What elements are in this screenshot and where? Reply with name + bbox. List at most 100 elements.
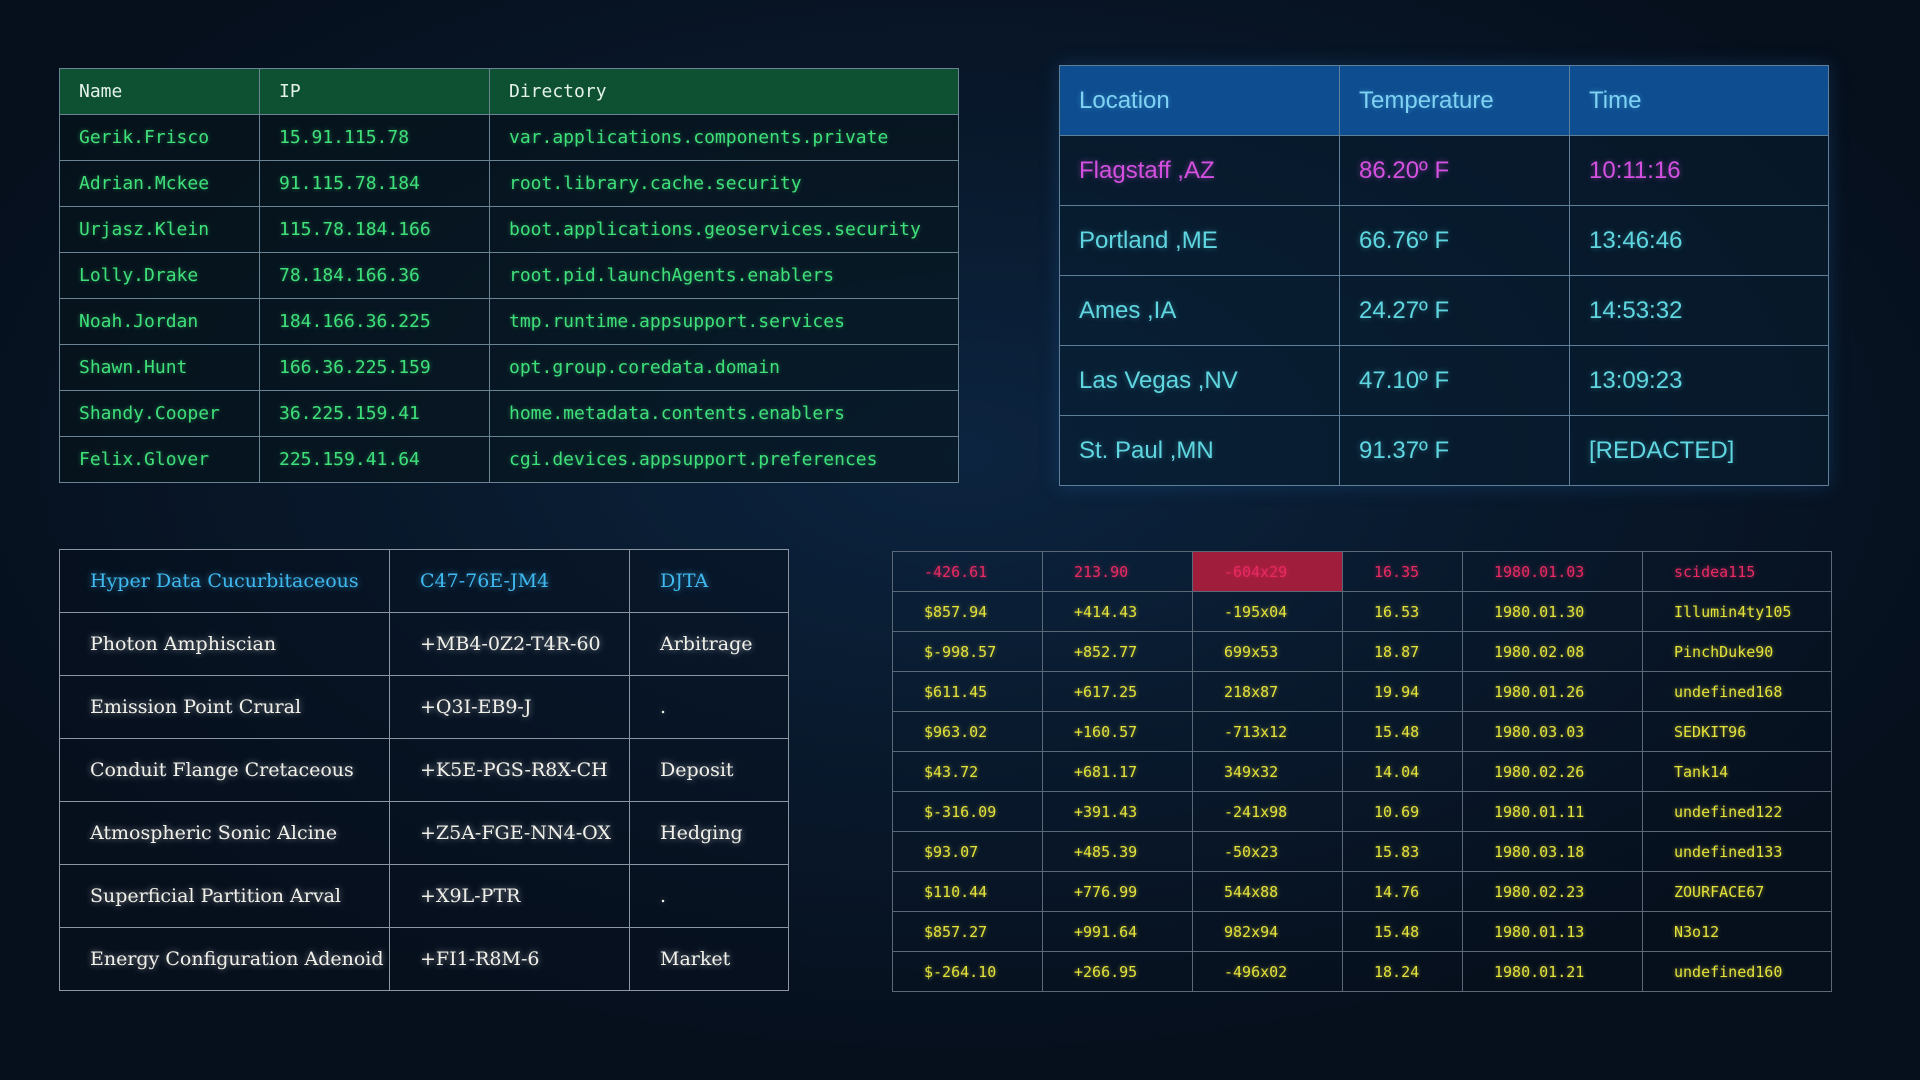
users-table: Name IP Directory Gerik.Frisco 15.91.115.…	[59, 68, 959, 483]
table-row: $-316.09 +391.43 -241x98 10.69 1980.01.11 und…	[892, 791, 1832, 832]
date-cell: 1980.01.26	[1462, 671, 1643, 712]
date-cell: 1980.01.30	[1462, 591, 1643, 632]
amount-cell: $-264.10	[892, 951, 1043, 992]
dimension-cell: -50x23	[1192, 831, 1343, 872]
user-name-cell: Shawn.Hunt	[59, 344, 260, 391]
table-row: Energy Configuration Adenoid +FI1-R8M-6 Ma…	[59, 927, 789, 991]
date-cell: 1980.03.03	[1462, 711, 1643, 752]
user-directory-cell: opt.group.coredata.domain	[489, 344, 959, 391]
type-cell: Market	[629, 927, 789, 991]
table-row: $963.02 +160.57 -713x12 15.48 1980.03.03 SEDK…	[892, 711, 1832, 752]
dimension-cell: -713x12	[1192, 711, 1343, 752]
term-cell: Conduit Flange Cretaceous	[59, 738, 390, 802]
time-cell: 10:11:16	[1569, 135, 1829, 206]
date-cell: 1980.01.13	[1462, 911, 1643, 952]
handle-cell: N3o12	[1642, 911, 1832, 952]
dimension-cell: 349x32	[1192, 751, 1343, 792]
header-cell-directory: Directory	[489, 68, 959, 115]
rate-cell: 18.87	[1342, 631, 1463, 672]
header-cell-time: Time	[1569, 65, 1829, 136]
handle-cell: ZOURFACE67	[1642, 871, 1832, 912]
table-row: $110.44 +776.99 544x88 14.76 1980.02.23 ZOURF…	[892, 871, 1832, 912]
rate-cell: 15.48	[1342, 711, 1463, 752]
table-header-row: Location Temperature Time	[1059, 65, 1829, 136]
table-row: Urjasz.Klein 115.78.184.166 boot.applicati…	[59, 206, 959, 253]
rate-cell: 14.76	[1342, 871, 1463, 912]
code-cell: +K5E-PGS-R8X-CH	[389, 738, 630, 802]
table-row: Adrian.Mckee 91.115.78.184 root.library.ca…	[59, 160, 959, 207]
handle-cell: undefined133	[1642, 831, 1832, 872]
user-directory-cell: root.library.cache.security	[489, 160, 959, 207]
user-ip-cell: 78.184.166.36	[259, 252, 490, 299]
handle-cell: SEDKIT96	[1642, 711, 1832, 752]
code-cell: +Z5A-FGE-NN4-OX	[389, 801, 630, 865]
table-row: $857.27 +991.64 982x94 15.48 1980.01.13 N3o12	[892, 911, 1832, 952]
serif-table: Hyper Data Cucurbitaceous C47-76E-JM4 DJ…	[59, 549, 789, 991]
amount-cell: $611.45	[892, 671, 1043, 712]
amount-cell: $93.07	[892, 831, 1043, 872]
header-cell-temperature: Temperature	[1339, 65, 1570, 136]
user-ip-cell: 91.115.78.184	[259, 160, 490, 207]
handle-cell: Tank14	[1642, 751, 1832, 792]
amount-cell: $857.27	[892, 911, 1043, 952]
handle-cell: scidea115	[1642, 551, 1832, 592]
date-cell: 1980.01.03	[1462, 551, 1643, 592]
user-name-cell: Lolly.Drake	[59, 252, 260, 299]
dimension-cell: 699x53	[1192, 631, 1343, 672]
weather-table: Location Temperature Time Flagstaff ,AZ 8…	[1059, 65, 1829, 486]
header-cell-code: C47-76E-JM4	[389, 549, 630, 613]
delta-cell: +414.43	[1042, 591, 1193, 632]
amount-cell: -426.61	[892, 551, 1043, 592]
term-cell: Energy Configuration Adenoid	[59, 927, 390, 991]
temperature-cell: 47.10º F	[1339, 345, 1570, 416]
user-directory-cell: var.applications.components.private	[489, 114, 959, 161]
dimension-cell: 544x88	[1192, 871, 1343, 912]
table-row: $857.94 +414.43 -195x04 16.53 1980.01.30 Illu…	[892, 591, 1832, 632]
type-cell: .	[629, 675, 789, 739]
dimension-cell-alert: -604x29	[1192, 551, 1343, 592]
user-name-cell: Urjasz.Klein	[59, 206, 260, 253]
temperature-cell: 24.27º F	[1339, 275, 1570, 346]
table-row: St. Paul ,MN 91.37º F [REDACTED]	[1059, 415, 1829, 486]
type-cell: Hedging	[629, 801, 789, 865]
delta-cell: +852.77	[1042, 631, 1193, 672]
amount-cell: $43.72	[892, 751, 1043, 792]
rate-cell: 16.35	[1342, 551, 1463, 592]
ledger-table: -426.61 213.90 -604x29 16.35 1980.01.03 …	[892, 551, 1832, 992]
user-directory-cell: home.metadata.contents.enablers	[489, 390, 959, 437]
type-cell: Arbitrage	[629, 612, 789, 676]
rate-cell: 10.69	[1342, 791, 1463, 832]
amount-cell: $963.02	[892, 711, 1043, 752]
table-row: $-264.10 +266.95 -496x02 18.24 1980.01.21 und…	[892, 951, 1832, 992]
user-directory-cell: tmp.runtime.appsupport.services	[489, 298, 959, 345]
table-row: Las Vegas ,NV 47.10º F 13:09:23	[1059, 345, 1829, 416]
rate-cell: 15.83	[1342, 831, 1463, 872]
delta-cell: +681.17	[1042, 751, 1193, 792]
dimension-cell: -241x98	[1192, 791, 1343, 832]
user-ip-cell: 15.91.115.78	[259, 114, 490, 161]
location-cell: Flagstaff ,AZ	[1059, 135, 1340, 206]
user-name-cell: Gerik.Frisco	[59, 114, 260, 161]
table-row: Shawn.Hunt 166.36.225.159 opt.group.coreda…	[59, 344, 959, 391]
delta-cell: +160.57	[1042, 711, 1193, 752]
date-cell: 1980.02.23	[1462, 871, 1643, 912]
user-directory-cell: cgi.devices.appsupport.preferences	[489, 436, 959, 483]
table-row: Conduit Flange Cretaceous +K5E-PGS-R8X-CH…	[59, 738, 789, 802]
delta-cell: +991.64	[1042, 911, 1193, 952]
delta-cell: 213.90	[1042, 551, 1193, 592]
rate-cell: 15.48	[1342, 911, 1463, 952]
table-row: Atmospheric Sonic Alcine +Z5A-FGE-NN4-OX H…	[59, 801, 789, 865]
delta-cell: +266.95	[1042, 951, 1193, 992]
amount-cell: $-998.57	[892, 631, 1043, 672]
table-row-alert: -426.61 213.90 -604x29 16.35 1980.01.03 …	[892, 551, 1832, 592]
rate-cell: 19.94	[1342, 671, 1463, 712]
table-row: $611.45 +617.25 218x87 19.94 1980.01.26 undef…	[892, 671, 1832, 712]
type-cell: .	[629, 864, 789, 928]
user-name-cell: Noah.Jordan	[59, 298, 260, 345]
time-cell: [REDACTED]	[1569, 415, 1829, 486]
term-cell: Superficial Partition Arval	[59, 864, 390, 928]
table-row: $43.72 +681.17 349x32 14.04 1980.02.26 Tank14	[892, 751, 1832, 792]
table-row-highlighted: Flagstaff ,AZ 86.20º F 10:11:16	[1059, 135, 1829, 206]
user-name-cell: Felix.Glover	[59, 436, 260, 483]
term-cell: Atmospheric Sonic Alcine	[59, 801, 390, 865]
